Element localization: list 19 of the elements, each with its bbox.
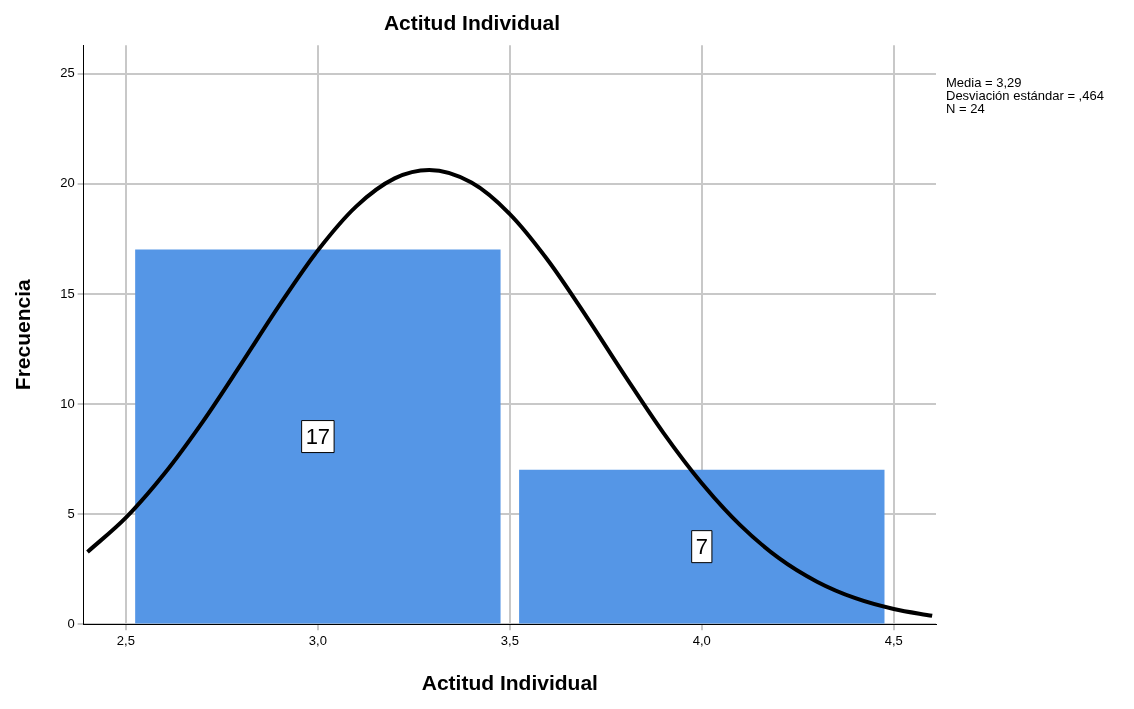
y-axis-title: Frecuencia: [11, 278, 35, 391]
text: Desviación estándar = ,464: [946, 88, 1104, 104]
y-tick-label: 25: [60, 65, 75, 81]
x-tick-label: 2,5: [116, 632, 135, 648]
y-tick-label: 20: [60, 175, 75, 191]
x-tick-label: 3,0: [308, 632, 327, 648]
x-tick-label: 4,0: [692, 632, 711, 648]
data-label: 7: [695, 533, 708, 559]
y-tick-label: 5: [67, 505, 75, 521]
y-tick-label: 0: [67, 615, 75, 631]
y-tick-label: 15: [60, 285, 75, 301]
data-label: 17: [305, 423, 331, 449]
y-tick-label: 10: [60, 395, 75, 411]
text: Media = 3,29: [946, 75, 1022, 91]
chart-title: Actitud Individual: [383, 11, 561, 35]
x-tick-label: 3,5: [500, 632, 519, 648]
text: N = 24: [946, 101, 985, 117]
x-axis-title: Actitud Individual: [421, 671, 598, 695]
x-tick-label: 4,5: [884, 632, 903, 648]
